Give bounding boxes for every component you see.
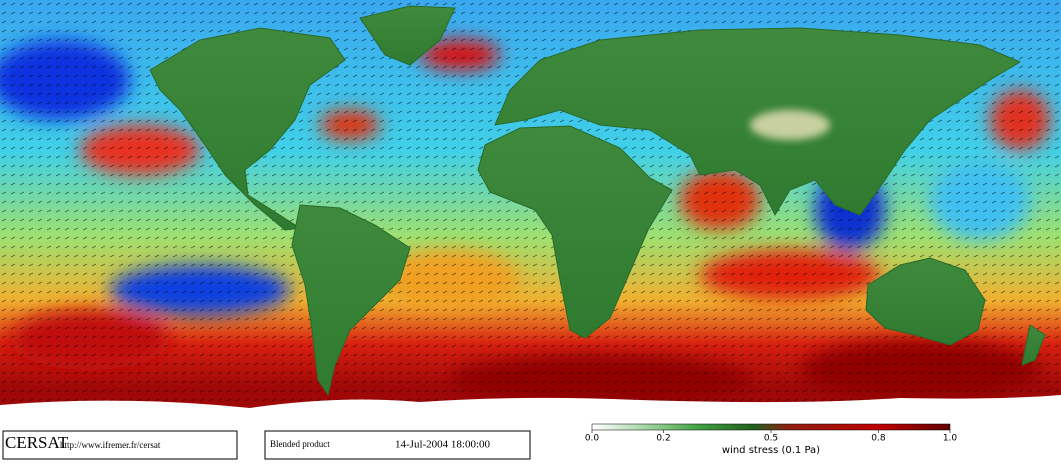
north-america [149,27,346,231]
africa [477,125,673,339]
logo-box [2,430,238,460]
antarctica [0,395,1061,430]
colorbar-tick-label: 1.0 [943,434,958,444]
colorbar-tick-label: 0.0 [585,434,600,444]
colorbar-tick-label: 0.5 [764,434,778,444]
new-zealand [1021,324,1046,366]
australia [865,257,986,346]
datetime: 14-Jul-2004 18:00:00 [395,439,491,451]
logo: CERSAT [5,433,69,452]
product: Blended product [270,439,330,449]
colorbar [591,423,951,431]
url: http://www.ifremer.fr/cersat [60,440,161,450]
tibet-plateau [750,110,830,140]
south-america [291,204,411,397]
product-box [264,430,531,460]
colorbar-tick-label: 0.2 [656,434,670,444]
greenland [359,5,456,66]
colorbar-label: wind stress (0.1 Pa) [722,445,820,456]
colorbar-tick-label: 0.8 [871,434,886,444]
